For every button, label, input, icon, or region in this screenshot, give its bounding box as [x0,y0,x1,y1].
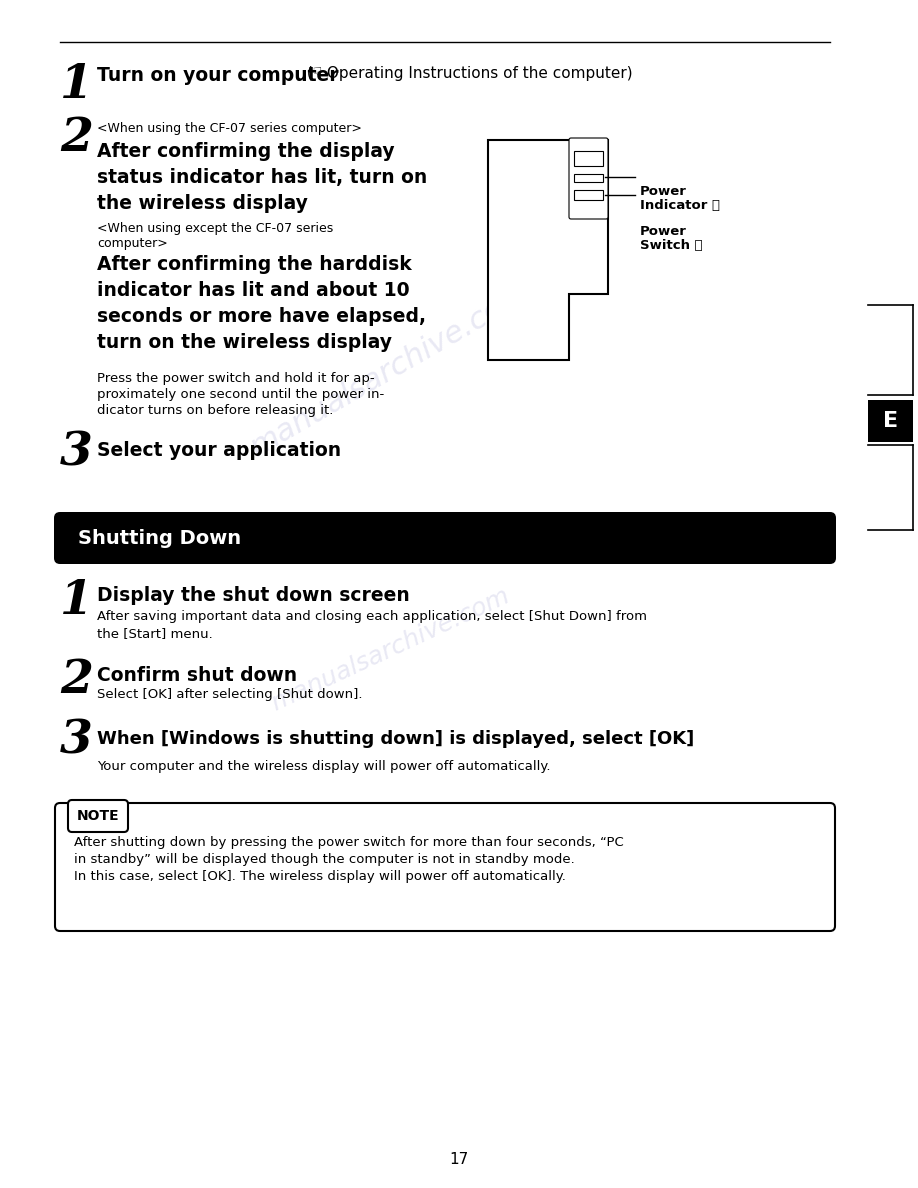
Text: manualsarchive.com: manualsarchive.com [267,584,513,716]
Text: E: E [883,411,898,431]
Text: 2: 2 [60,115,93,162]
Bar [574,190,603,200]
Text: After confirming the harddisk: After confirming the harddisk [97,255,412,274]
Text: Turn on your computer: Turn on your computer [97,67,339,86]
Text: computer>: computer> [97,236,168,249]
Text: 17: 17 [450,1152,468,1168]
Text: manualsarchive.com: manualsarchive.com [245,278,535,462]
Text: After shutting down by pressing the power switch for more than four seconds, “PC: After shutting down by pressing the powe… [74,836,623,849]
Text: <When using except the CF-07 series: <When using except the CF-07 series [97,222,333,235]
Text: 1: 1 [60,579,93,624]
Text: After saving important data and closing each application, select [Shut Down] fro: After saving important data and closing … [97,609,647,623]
Text: Display the shut down screen: Display the shut down screen [97,586,409,605]
Text: 2: 2 [60,657,93,703]
Text: indicator has lit and about 10: indicator has lit and about 10 [97,282,409,301]
Text: in standby” will be displayed though the computer is not in standby mode.: in standby” will be displayed though the… [74,853,575,866]
Text: Power: Power [640,185,687,198]
Text: Shutting Down: Shutting Down [78,529,241,548]
Text: Indicator Ⓣ: Indicator Ⓣ [640,200,720,211]
Text: Power: Power [640,225,687,238]
Text: the wireless display: the wireless display [97,194,308,213]
Text: 3: 3 [60,430,93,476]
Bar [868,400,913,442]
Text: seconds or more have elapsed,: seconds or more have elapsed, [97,307,426,326]
Text: status indicator has lit, turn on: status indicator has lit, turn on [97,168,427,187]
Bar [574,173,603,182]
Text: After confirming the display: After confirming the display [97,143,395,162]
Text: In this case, select [OK]. The wireless display will power off automatically.: In this case, select [OK]. The wireless … [74,870,565,883]
FancyBboxPatch shape [55,803,835,931]
Text: the [Start] menu.: the [Start] menu. [97,627,213,640]
Polygon shape [488,140,608,360]
Text: 3: 3 [60,718,93,764]
Text: NOTE: NOTE [77,809,119,823]
Text: dicator turns on before releasing it.: dicator turns on before releasing it. [97,404,333,417]
FancyBboxPatch shape [54,512,836,564]
Bar [574,151,603,166]
Text: (☟ Operating Instructions of the computer): (☟ Operating Instructions of the compute… [302,67,633,81]
Text: turn on the wireless display: turn on the wireless display [97,333,392,352]
Text: Select your application: Select your application [97,441,341,460]
Text: Select [OK] after selecting [Shut down].: Select [OK] after selecting [Shut down]. [97,688,363,701]
FancyBboxPatch shape [569,138,608,219]
Text: 1: 1 [60,62,93,108]
Text: <When using the CF-07 series computer>: <When using the CF-07 series computer> [97,122,362,135]
Text: Press the power switch and hold it for ap-: Press the power switch and hold it for a… [97,372,375,385]
Text: Confirm shut down: Confirm shut down [97,666,297,685]
Text: Switch ⏻: Switch ⏻ [640,239,702,252]
FancyBboxPatch shape [68,800,128,832]
Text: When [Windows is shutting down] is displayed, select [OK]: When [Windows is shutting down] is displ… [97,729,694,748]
Text: Your computer and the wireless display will power off automatically.: Your computer and the wireless display w… [97,760,551,773]
Text: proximately one second until the power in-: proximately one second until the power i… [97,388,385,402]
